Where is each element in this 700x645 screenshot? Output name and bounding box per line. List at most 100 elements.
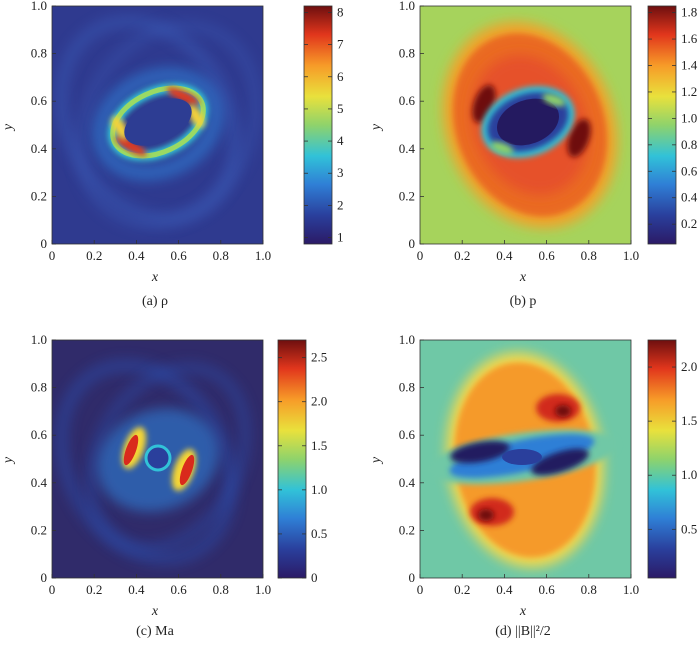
x-ticks-a: 0 0.2 0.4 0.6 0.8 1.0 <box>49 240 271 263</box>
panel-d: 0 0.2 0.4 0.6 0.8 1.0 0 0.2 0.4 0.6 0.8 1.0 0.5 1.0… <box>369 332 697 639</box>
colorbar-d <box>647 339 677 579</box>
x-tick-label: 1.0 <box>255 582 271 597</box>
panel-a: 0 0.2 0.4 0.6 0.8 1.0 0 0.2 0.4 0.6 0.8 1.0 1 2 3 4 5 6… <box>1 0 344 309</box>
x-tick-label: 0.6 <box>170 248 187 263</box>
colorbar-tick-label: 1.0 <box>681 110 697 125</box>
y-axis-label-c: y <box>1 456 16 465</box>
x-tick-label: 0.6 <box>538 582 555 597</box>
colorbar-tick-label: 3 <box>337 165 344 180</box>
y-tick-label: 1.0 <box>399 0 415 13</box>
caption-a: (a) ρ <box>142 294 168 309</box>
x-tick-label: 1.0 <box>623 248 639 263</box>
colorbar-tick-label: 1.0 <box>681 467 697 482</box>
colorbar-c <box>277 339 307 579</box>
x-tick-label: 0 <box>417 248 424 263</box>
x-tick-label: 0.4 <box>496 248 513 263</box>
x-tick-label: 0 <box>49 248 56 263</box>
x-tick-label: 0.8 <box>213 582 229 597</box>
y-axis-label-b: y <box>369 123 384 132</box>
colorbar-tick-label: 1.5 <box>311 438 327 453</box>
caption-c: (c) Ma <box>136 624 174 639</box>
y-tick-label: 0 <box>41 236 48 251</box>
colorbar-tick-label: 1.0 <box>311 482 327 497</box>
colorbar-tick-label: 1.6 <box>681 31 698 46</box>
y-tick-label: 0.8 <box>31 380 47 395</box>
y-tick-label: 0.6 <box>399 93 416 108</box>
y-tick-label: 0.6 <box>31 93 48 108</box>
x-tick-label: 0.4 <box>128 248 145 263</box>
y-tick-label: 0.2 <box>31 522 47 537</box>
y-ticks-c: 0 0.2 0.4 0.6 0.8 1.0 <box>31 332 56 585</box>
heatmap-d <box>420 340 631 578</box>
x-tick-label: 0.6 <box>538 248 555 263</box>
y-tick-label: 1.0 <box>399 332 415 347</box>
colorbar-tick-label: 5 <box>337 101 344 116</box>
y-tick-label: 0.6 <box>31 427 48 442</box>
x-axis-label-a: x <box>151 270 159 285</box>
colorbar-ticks-d: 0.5 1.0 1.5 2.0 <box>648 359 697 536</box>
y-ticks-b: 0 0.2 0.4 0.6 0.8 1.0 <box>399 0 424 251</box>
x-tick-label: 0.8 <box>213 248 229 263</box>
colorbar-ticks-a: 1 2 3 4 5 6 7 8 <box>304 4 344 245</box>
colorbar-a <box>303 5 333 245</box>
y-ticks-a: 0 0.2 0.4 0.6 0.8 1.0 <box>31 0 56 251</box>
y-tick-label: 0.4 <box>31 475 48 490</box>
colorbar-tick-label: 4 <box>337 133 344 148</box>
colorbar-ticks-c: 0 0.5 1.0 1.5 2.0 2.5 <box>278 350 327 585</box>
colorbar-tick-label: 0.2 <box>681 216 697 231</box>
x-tick-label: 0.6 <box>170 582 187 597</box>
y-axis-label-d: y <box>369 456 384 465</box>
colorbar-tick-label: 0.5 <box>681 521 697 536</box>
caption-b: (b) p <box>510 294 537 309</box>
x-tick-label: 0.2 <box>454 248 470 263</box>
y-tick-label: 0 <box>409 570 416 585</box>
colorbar-tick-label: 1.2 <box>681 84 697 99</box>
heatmap-b <box>420 6 631 244</box>
colorbar-tick-label: 2 <box>337 197 344 212</box>
y-tick-label: 0 <box>409 236 416 251</box>
y-tick-label: 0 <box>41 570 48 585</box>
colorbar-tick-label: 7 <box>337 37 344 52</box>
colorbar-tick-label: 2.0 <box>311 394 327 409</box>
y-tick-label: 0.2 <box>399 522 415 537</box>
colorbar-tick-label: 0.4 <box>681 190 698 205</box>
x-tick-label: 0 <box>49 582 56 597</box>
panel-c: 0 0.2 0.4 0.6 0.8 1.0 0 0.2 0.4 0.6 0.8 1.0 0 0.5 1.… <box>1 332 327 639</box>
x-tick-label: 0.8 <box>581 248 597 263</box>
y-tick-label: 0.4 <box>399 141 416 156</box>
x-ticks-c: 0 0.2 0.4 0.6 0.8 1.0 <box>49 574 271 597</box>
colorbar-tick-label: 8 <box>337 4 344 19</box>
colorbar-tick-label: 1 <box>337 230 344 245</box>
x-axis-label-b: x <box>519 270 527 285</box>
colorbar-tick-label: 0.6 <box>681 163 698 178</box>
x-tick-label: 1.0 <box>623 582 639 597</box>
colorbar-tick-label: 0.5 <box>311 526 327 541</box>
panel-b: 0 0.2 0.4 0.6 0.8 1.0 0 0.2 0.4 0.6 0.8 1.0 0.2 0.4… <box>369 0 698 309</box>
y-tick-label: 1.0 <box>31 332 47 347</box>
colorbar-b <box>647 5 677 245</box>
colorbar-tick-label: 2.0 <box>681 359 697 374</box>
heatmap-c <box>52 340 263 578</box>
colorbar-tick-label: 0.8 <box>681 137 697 152</box>
x-axis-label-d: x <box>519 604 527 619</box>
y-tick-label: 0.2 <box>31 188 47 203</box>
x-tick-label: 0 <box>417 582 424 597</box>
x-tick-label: 0.4 <box>496 582 513 597</box>
colorbar-tick-label: 1.5 <box>681 413 697 428</box>
y-tick-label: 0.8 <box>31 46 47 61</box>
y-tick-label: 0.2 <box>399 188 415 203</box>
x-tick-label: 0.8 <box>581 582 597 597</box>
colorbar-ticks-b: 0.2 0.4 0.6 0.8 1.0 1.2 1.4 1.6 1.8 <box>648 5 698 231</box>
colorbar-tick-label: 1.4 <box>681 58 698 73</box>
colorbar-tick-label: 2.5 <box>311 350 327 365</box>
x-tick-label: 0.4 <box>128 582 145 597</box>
x-ticks-b: 0 0.2 0.4 0.6 0.8 1.0 <box>417 240 639 263</box>
x-axis-label-c: x <box>151 604 159 619</box>
colorbar-tick-label: 6 <box>337 69 344 84</box>
y-tick-label: 1.0 <box>31 0 47 13</box>
y-tick-label: 0.6 <box>399 427 416 442</box>
heatmap-a <box>52 6 263 244</box>
colorbar-tick-label: 0 <box>311 570 318 585</box>
x-tick-label: 0.2 <box>86 582 102 597</box>
